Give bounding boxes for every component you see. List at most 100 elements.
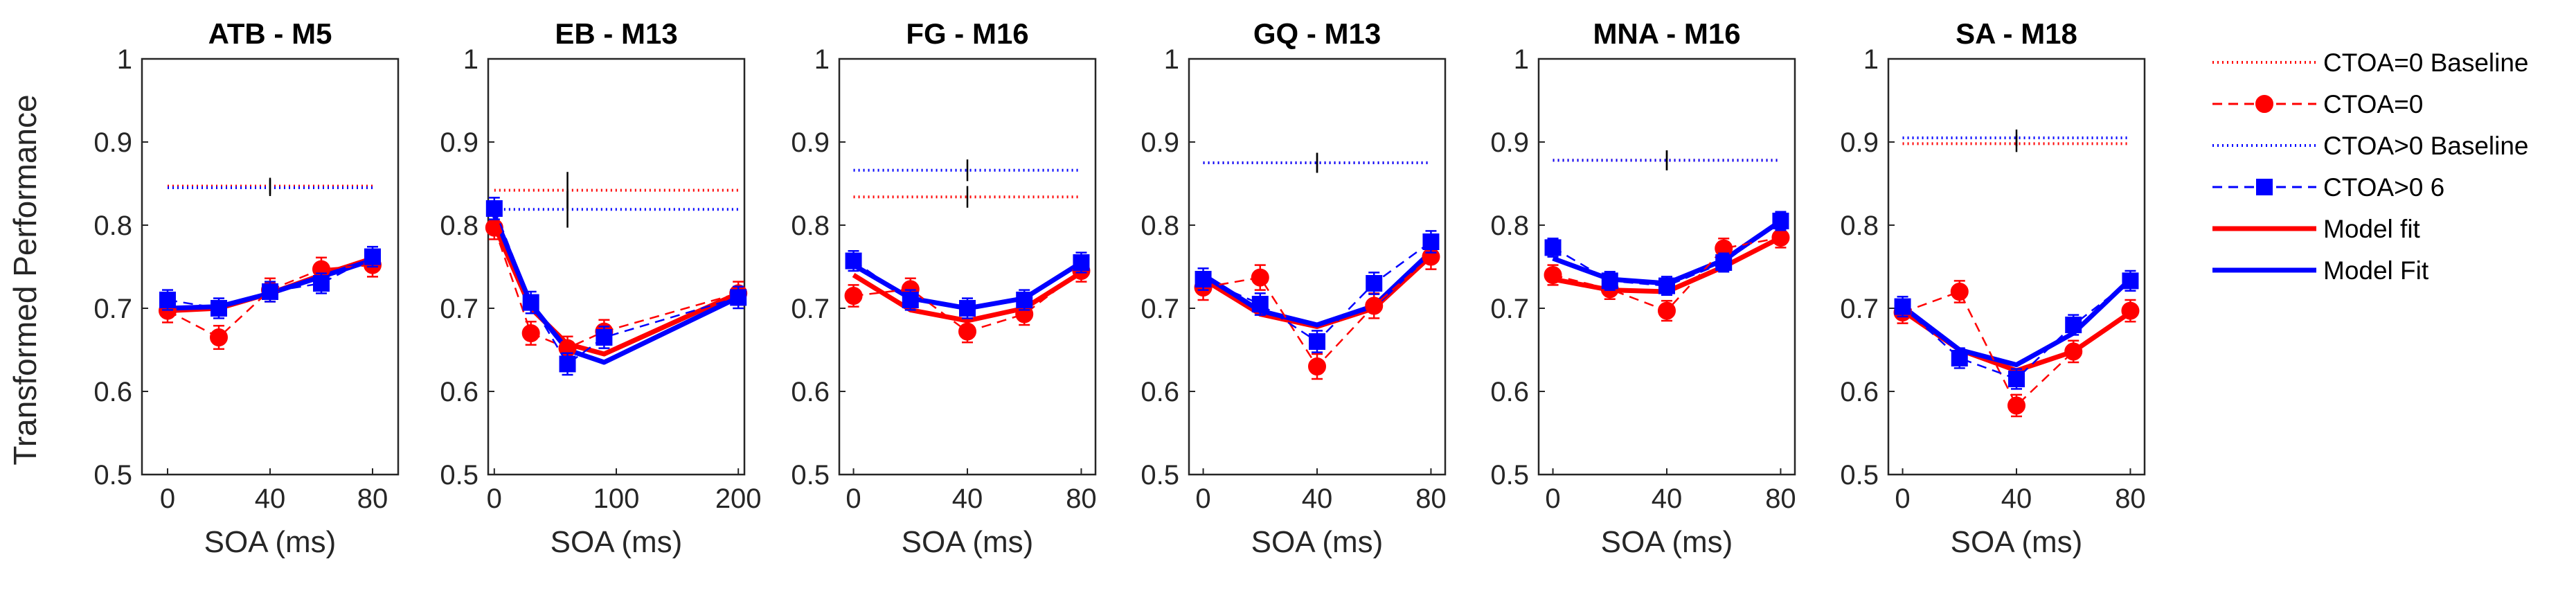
panel-6: SA - M18 0.5 0.6 0.7 0.8 0.9 1 0 40 80 SOA (ms)	[1840, 17, 2145, 559]
x-tick-label: 80	[1765, 484, 1796, 514]
legend-label-ct0: CTOA=0	[2323, 90, 2423, 118]
y-tick-label: 0.8	[791, 211, 830, 241]
x-axis-label: SOA (ms)	[204, 525, 337, 559]
legend-label-base0: CTOA=0 Baseline	[2323, 48, 2529, 77]
x-tick-label: 200	[715, 484, 762, 514]
plot-area	[487, 57, 746, 476]
y-tick-label: 0.5	[1141, 460, 1179, 490]
y-tick-label: 1	[117, 44, 132, 75]
legend-marker-ct0	[2255, 95, 2273, 113]
series-ctoa6-point	[1894, 298, 1911, 315]
y-tick-label: 0.9	[1141, 127, 1179, 158]
model-fit-ctoa6	[1901, 277, 2132, 368]
x-tick-label: 40	[2001, 484, 2032, 514]
panel-4: GQ - M13 0.5 0.6 0.7 0.8 0.9 1 0 40 80 SOA (ms)	[1141, 17, 1446, 559]
series-ctoa6-point	[730, 289, 747, 306]
panel-1: ATB - M5 0.5 0.6 0.7 0.8 0.9 1 0 40 80 SOA (ms)	[93, 17, 400, 559]
series-ctoa0-point	[1308, 357, 1326, 375]
series-ctoa6-point	[159, 292, 176, 308]
series-ctoa0-point	[210, 328, 228, 346]
series-ctoa6-line	[1552, 220, 1782, 287]
x-tick-label: 40	[952, 484, 983, 514]
series-ctoa6-point	[1951, 350, 1968, 366]
y-tick-label: 0.7	[1840, 294, 1879, 324]
series-ctoa0-line	[1902, 290, 2131, 407]
x-tick-label: 80	[1415, 484, 1447, 514]
legend-item-fit6: Model Fit	[2212, 256, 2429, 285]
series-ctoa6-point	[1715, 254, 1733, 271]
series-ctoa6-line	[1902, 280, 2131, 380]
series-ctoa6-point	[522, 294, 539, 311]
y-tick-label: 0.5	[1840, 460, 1879, 490]
y-tick-label: 0.5	[1490, 460, 1529, 490]
panel-title: GQ - M13	[1253, 17, 1381, 50]
legend-item-fit0: Model fit	[2212, 215, 2421, 243]
legend-item-ct6: CTOA>0 6	[2212, 173, 2444, 202]
y-tick-label: 0.6	[791, 377, 830, 407]
series-ctoa6-point	[2008, 371, 2025, 387]
panel-2: EB - M13 0.5 0.6 0.7 0.8 0.9 1 0 100 200 SOA (ms)	[440, 17, 761, 559]
y-tick-label: 1	[1863, 44, 1879, 75]
series-ctoa0-point	[1251, 268, 1269, 287]
x-tick-label: 0	[1545, 484, 1560, 514]
series-ctoa0-point	[521, 324, 540, 342]
series-ctoa0-point	[958, 322, 976, 341]
legend-label-fit0: Model fit	[2323, 215, 2421, 243]
model-fit-ctoa6	[1201, 249, 1433, 328]
y-tick-label: 0.5	[93, 460, 132, 490]
series-ctoa0-point	[1950, 283, 1969, 301]
series-ctoa0-point	[1771, 229, 1790, 247]
series-ctoa6-point	[1772, 213, 1789, 229]
x-tick-label: 40	[1652, 484, 1683, 514]
y-tick-label: 1	[814, 44, 830, 75]
x-tick-label: 0	[846, 484, 861, 514]
y-tick-label: 0.8	[1141, 211, 1179, 241]
y-tick-label: 0.6	[1490, 377, 1529, 407]
series-ctoa6-point	[902, 292, 919, 308]
x-tick-label: 0	[160, 484, 175, 514]
series-ctoa6-point	[1601, 272, 1618, 290]
series-ctoa6-point	[364, 248, 381, 265]
y-tick-label: 1	[1164, 44, 1179, 75]
series-ctoa0-point	[485, 218, 503, 237]
series-ctoa6-point	[2122, 272, 2139, 290]
series-ctoa6-point	[1658, 277, 1675, 294]
y-tick-label: 0.7	[440, 294, 478, 324]
x-axis-label: SOA (ms)	[1951, 525, 2083, 559]
panel-5: MNA - M16 0.5 0.6 0.7 0.8 0.9 1 0 40 80 SOA (ms)	[1490, 17, 1796, 559]
x-tick-label: 100	[593, 484, 640, 514]
y-tick-label: 0.9	[791, 127, 830, 158]
x-tick-label: 0	[487, 484, 502, 514]
y-tick-label: 1	[1514, 44, 1529, 75]
plot-area	[838, 57, 1097, 476]
y-tick-label: 0.9	[1490, 127, 1529, 158]
series-ctoa6-point	[485, 200, 503, 217]
y-tick-label: 0.9	[440, 127, 478, 158]
series-ctoa6-point	[1251, 296, 1269, 312]
legend-item-ct0: CTOA=0	[2212, 90, 2423, 118]
plot-area	[1188, 57, 1447, 476]
x-tick-label: 0	[1195, 484, 1210, 514]
series-ctoa6-point	[559, 355, 576, 373]
y-tick-label: 0.7	[1141, 294, 1179, 324]
panel-title: SA - M18	[1956, 17, 2077, 50]
y-axis-label: Transformed Performance	[7, 94, 43, 465]
series-ctoa0-point	[1658, 301, 1676, 320]
x-tick-label: 40	[1302, 484, 1333, 514]
panel-title: EB - M13	[555, 17, 677, 50]
legend-item-base0: CTOA=0 Baseline	[2212, 48, 2529, 77]
x-axis-label: SOA (ms)	[902, 525, 1034, 559]
series-ctoa6-line	[167, 256, 373, 310]
y-tick-label: 0.9	[1840, 127, 1879, 158]
y-tick-label: 0.6	[1141, 377, 1179, 407]
legend-label-fit6: Model Fit	[2323, 256, 2429, 285]
x-axis-label: SOA (ms)	[1601, 525, 1733, 559]
y-tick-label: 0.8	[1490, 211, 1529, 241]
series-ctoa6-point	[1016, 292, 1033, 308]
y-tick-label: 0.5	[791, 460, 830, 490]
legend-marker-ct6	[2256, 179, 2273, 195]
series-ctoa6-point	[1366, 275, 1383, 292]
panel-title: FG - M16	[906, 17, 1028, 50]
series-ctoa6-point	[1073, 254, 1090, 271]
series-ctoa0-point	[1544, 266, 1562, 284]
